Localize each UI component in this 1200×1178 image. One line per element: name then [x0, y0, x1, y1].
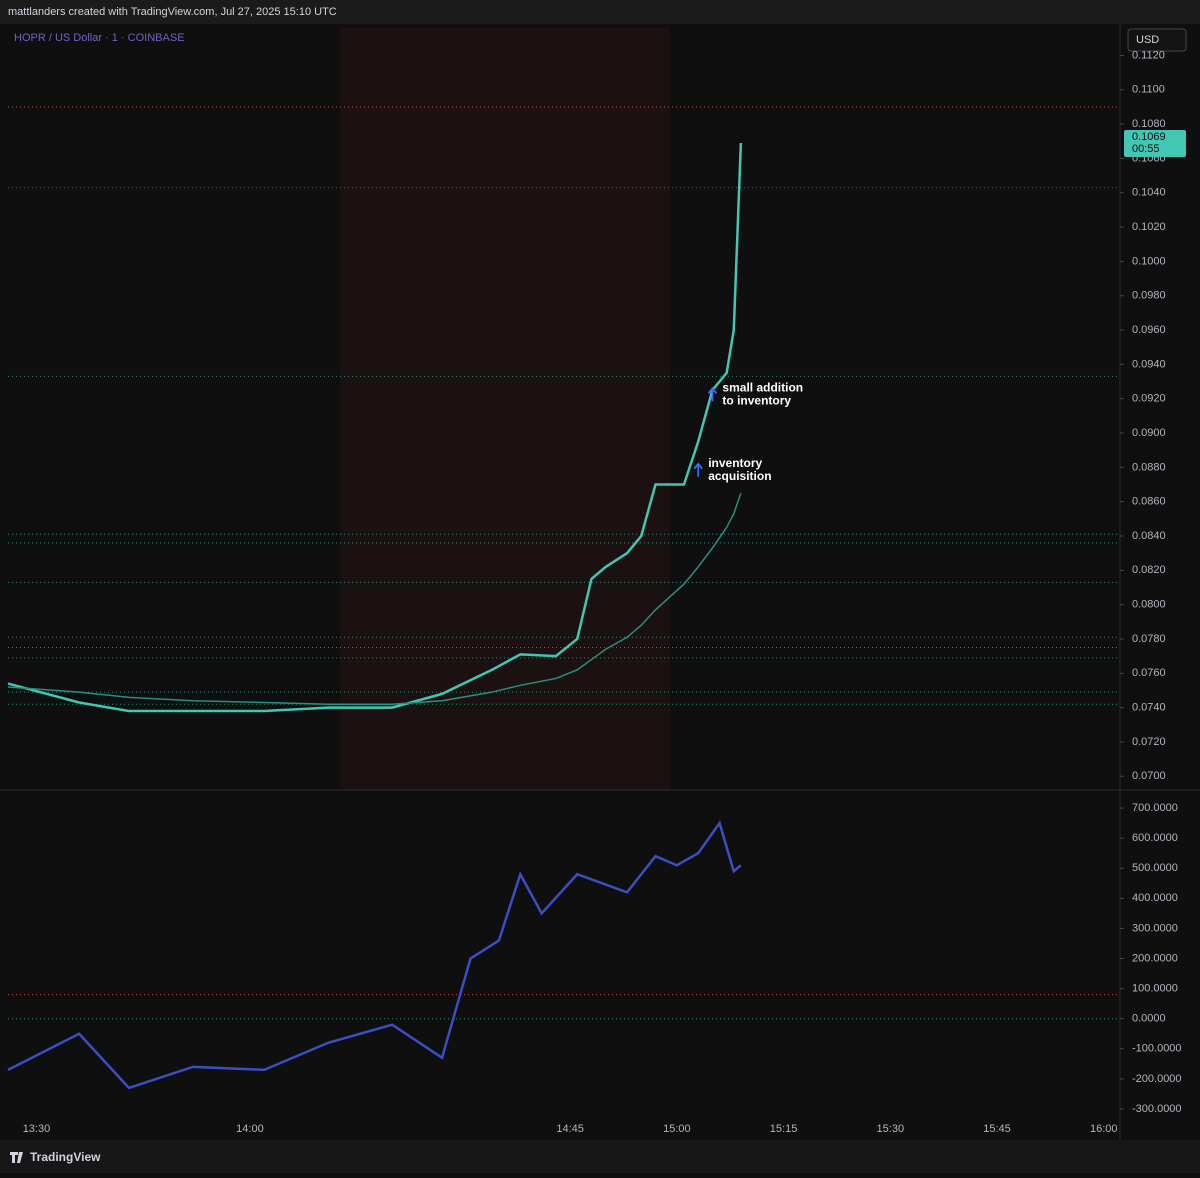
y-tick-label: 0.0940: [1132, 358, 1166, 370]
x-tick-label: 15:15: [770, 1123, 798, 1135]
x-tick-label: 16:00: [1090, 1123, 1118, 1135]
y-tick-label: 0.0700: [1132, 770, 1166, 782]
y-tick-label: 0.0760: [1132, 667, 1166, 679]
annotation-text: small addition: [722, 380, 803, 394]
y-tick-label: 0.0880: [1132, 461, 1166, 473]
y-tick-label: 0.0920: [1132, 393, 1166, 405]
y-tick-label: 0.1120: [1132, 49, 1165, 61]
y-tick-label: 0.1080: [1132, 118, 1166, 130]
brand: TradingView: [30, 1150, 101, 1164]
header-bar: [0, 0, 1200, 24]
y-tick-label: 0.1040: [1132, 187, 1166, 199]
y-tick-label: -200.0000: [1132, 1073, 1182, 1085]
footer-bar: [0, 1140, 1200, 1173]
series-line: [7, 492, 742, 705]
y-tick-label: -100.0000: [1132, 1043, 1182, 1055]
annotation-arrow: [707, 386, 718, 402]
annotation-text: acquisition: [708, 469, 771, 483]
y-tick-label: 0.0780: [1132, 633, 1166, 645]
currency-button[interactable]: [1127, 28, 1187, 52]
y-tick-label: 200.0000: [1132, 952, 1178, 964]
y-tick-label: 0.0740: [1132, 702, 1166, 714]
x-tick-label: 15:00: [663, 1123, 691, 1135]
symbol-title: HOPR / US Dollar · 1 · COINBASE: [14, 32, 185, 44]
x-tick-label: 14:45: [556, 1123, 584, 1135]
y-tick-label: 0.1000: [1132, 255, 1166, 267]
last-price-box: [1124, 129, 1186, 157]
y-tick-label: -300.0000: [1132, 1103, 1182, 1115]
y-tick-label: 0.0000: [1132, 1013, 1166, 1025]
annotation-arrow: [693, 462, 703, 477]
y-tick-label: 0.0860: [1132, 496, 1166, 508]
x-tick-label: 14:00: [236, 1123, 264, 1135]
x-tick-label: 13:30: [23, 1123, 51, 1135]
y-tick-label: 0.0900: [1132, 427, 1166, 439]
annotation-text: to inventory: [722, 393, 791, 407]
y-tick-label: 0.0980: [1132, 290, 1166, 302]
y-tick-label: 100.0000: [1132, 983, 1178, 995]
y-tick-label: 0.0840: [1132, 530, 1166, 542]
y-tick-label: 600.0000: [1132, 832, 1178, 844]
countdown-label: 00:55: [1132, 143, 1160, 155]
x-tick-label: 15:30: [877, 1123, 905, 1135]
y-tick-label: 700.0000: [1132, 802, 1178, 814]
shaded-band: [340, 28, 670, 790]
y-tick-label: 0.0960: [1132, 324, 1166, 336]
y-tick-label: 0.1100: [1132, 84, 1165, 96]
y-tick-label: 0.0720: [1132, 736, 1166, 748]
series-line: [7, 820, 742, 1090]
last-price-label: 0.1069: [1132, 131, 1166, 143]
y-tick-label: 300.0000: [1132, 922, 1178, 934]
annotation-text: inventory: [708, 456, 762, 470]
header-title: mattlanders created with TradingView.com…: [8, 6, 337, 18]
y-tick-label: 0.1020: [1132, 221, 1166, 233]
y-tick-label: 500.0000: [1132, 862, 1178, 874]
y-tick-label: 0.0800: [1132, 599, 1166, 611]
brand-logo: [10, 1152, 23, 1163]
x-tick-label: 15:45: [983, 1123, 1011, 1135]
y-tick-label: 400.0000: [1132, 892, 1178, 904]
series-line: [7, 142, 743, 713]
currency-label[interactable]: USD: [1136, 34, 1159, 46]
y-tick-label: 0.0820: [1132, 564, 1166, 576]
